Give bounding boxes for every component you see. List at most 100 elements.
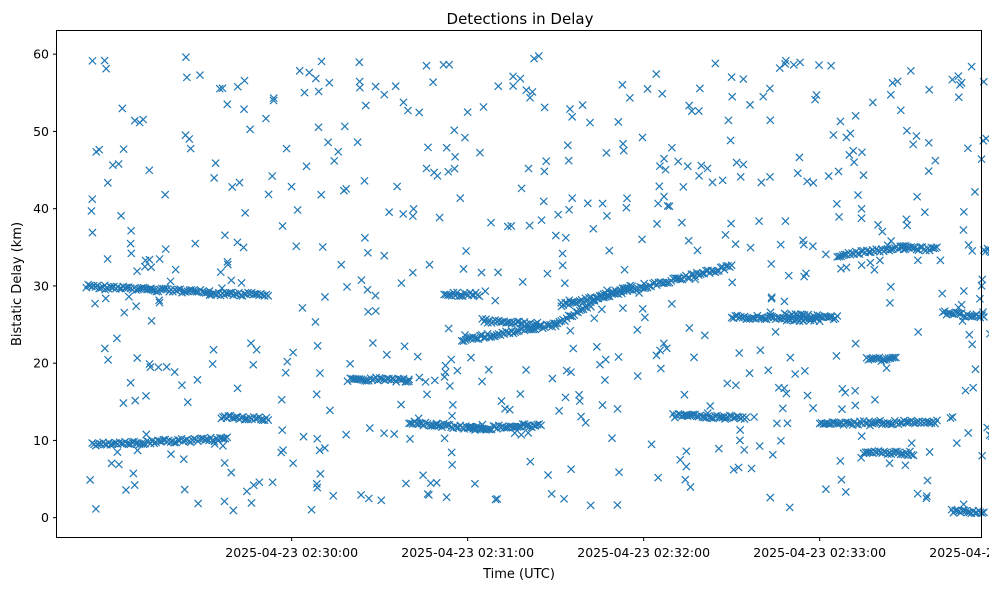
data-point: [667, 143, 676, 152]
data-point: [249, 481, 258, 490]
data-point: [313, 341, 322, 350]
data-point: [586, 501, 595, 510]
data-point: [318, 242, 327, 252]
data-point: [640, 279, 649, 288]
data-point: [983, 423, 989, 432]
data-point: [834, 167, 843, 176]
data-point: [868, 98, 877, 107]
data-point: [211, 159, 220, 168]
data-point: [317, 190, 326, 199]
data-point: [557, 298, 566, 307]
data-point: [890, 353, 899, 362]
data-point: [252, 345, 261, 354]
data-point: [686, 483, 695, 492]
data-point: [247, 498, 256, 507]
data-point: [602, 148, 611, 157]
data-point: [217, 284, 226, 293]
data-point: [618, 304, 627, 313]
data-point: [425, 260, 434, 269]
data-point: [595, 360, 604, 369]
data-point: [725, 411, 734, 420]
data-point: [590, 314, 599, 323]
data-point: [422, 164, 431, 173]
data-point: [959, 207, 968, 216]
data-point: [726, 136, 735, 145]
data-point: [622, 283, 631, 293]
data-point: [721, 230, 730, 239]
x-tick-label: 2025-04-23 02:33:00: [753, 545, 886, 560]
data-point: [91, 504, 100, 513]
data-point: [477, 268, 486, 277]
data-point: [439, 60, 448, 69]
data-point: [613, 500, 622, 510]
data-point: [342, 430, 351, 439]
data-point: [656, 364, 665, 373]
data-point: [240, 105, 249, 114]
data-point: [677, 218, 686, 227]
data-point: [667, 299, 676, 308]
data-point: [119, 145, 128, 154]
data-point: [698, 269, 707, 278]
data-point: [200, 288, 209, 297]
data-point: [734, 463, 743, 472]
data-point: [170, 438, 179, 447]
data-point: [706, 401, 715, 411]
data-point: [403, 106, 412, 115]
data-point: [346, 359, 355, 368]
data-point: [114, 460, 123, 469]
data-point: [727, 219, 736, 228]
data-point: [728, 278, 737, 287]
data-point: [857, 204, 866, 213]
data-point: [558, 249, 567, 258]
data-point: [547, 489, 556, 498]
data-point: [330, 156, 339, 165]
data-point: [126, 239, 135, 248]
data-point: [886, 282, 895, 291]
data-point: [126, 378, 135, 387]
data-point: [371, 291, 380, 300]
data-point: [491, 296, 500, 305]
data-point: [314, 87, 323, 96]
data-point: [814, 61, 824, 70]
data-point: [526, 457, 535, 466]
x-tick-label: 2025-04-23 02:32:00: [577, 545, 710, 560]
data-point: [524, 428, 533, 437]
data-point: [625, 93, 634, 102]
data-point: [914, 328, 923, 337]
data-point: [622, 203, 631, 212]
data-point: [494, 82, 503, 91]
data-point: [697, 161, 706, 170]
data-point: [808, 242, 817, 251]
data-point: [104, 355, 113, 364]
data-point: [127, 226, 136, 235]
data-point: [931, 156, 940, 165]
data-point: [397, 400, 406, 409]
data-point: [161, 245, 170, 254]
data-point: [220, 497, 229, 506]
data-point: [780, 297, 789, 306]
data-point: [441, 361, 450, 370]
data-point: [652, 70, 661, 79]
data-point: [514, 422, 524, 431]
data-point: [283, 357, 292, 366]
data-point: [832, 199, 841, 208]
y-tick-label: 40: [33, 201, 49, 216]
data-point: [242, 487, 251, 496]
data-point: [186, 144, 195, 153]
data-point: [841, 388, 850, 397]
data-point: [313, 483, 322, 492]
data-point: [829, 130, 838, 139]
data-point: [654, 199, 663, 208]
data-point: [466, 353, 476, 362]
data-point: [146, 363, 155, 372]
data-point: [117, 211, 126, 220]
data-point: [459, 264, 468, 273]
data-point: [114, 159, 123, 168]
data-point: [193, 375, 202, 384]
data-point: [329, 491, 338, 500]
data-point: [955, 309, 964, 318]
data-point: [218, 441, 227, 450]
data-point: [430, 376, 439, 385]
data-point: [422, 390, 432, 399]
